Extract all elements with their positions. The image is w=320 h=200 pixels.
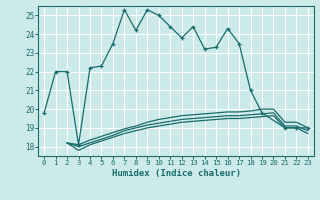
X-axis label: Humidex (Indice chaleur): Humidex (Indice chaleur) bbox=[111, 169, 241, 178]
